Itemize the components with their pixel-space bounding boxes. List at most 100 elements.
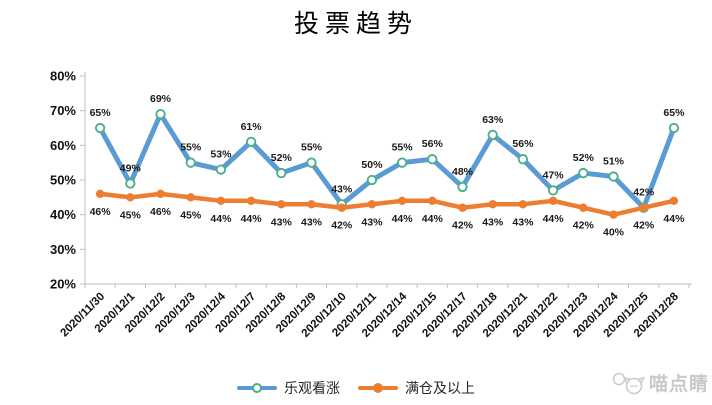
data-point-marker [95,189,105,199]
legend-item-optimistic-bullish[interactable]: 乐观看涨 [237,378,340,398]
y-tick-label: 80% [50,69,76,84]
data-label: 51% [603,156,625,168]
y-tick-label: 70% [50,103,76,118]
data-point-marker [609,210,618,219]
data-label: 45% [120,209,142,221]
data-point-marker [155,108,166,120]
data-label: 42% [331,220,353,232]
data-point-marker [396,157,408,168]
data-label: 46% [90,206,112,218]
chart-title: 投票趋势 [293,9,418,38]
data-label: 52% [573,152,595,164]
data-label: 49% [120,162,142,174]
filled-circle-marker-icon [373,383,383,393]
data-label: 47% [543,169,565,181]
series-line-1 [97,191,677,217]
legend-label: 满仓及以上 [405,380,475,396]
data-label: 44% [663,213,685,225]
data-point-marker [245,136,257,148]
data-point-marker [125,178,136,189]
y-tick-label: 30% [50,242,76,257]
data-point-marker [186,193,195,202]
data-label: 69% [150,93,172,105]
data-label: 61% [241,121,263,133]
data-label: 44% [210,213,232,225]
data-label: 50% [361,159,383,171]
data-point-marker [306,157,317,168]
y-tick-label: 20% [50,277,76,292]
data-point-marker [337,203,346,212]
data-label: 44% [392,213,414,225]
chart-legend: 乐观看涨 满仓及以上 [0,378,712,398]
data-label: 65% [90,107,112,119]
data-label: 55% [392,142,414,154]
data-label: 43% [482,216,504,228]
data-point-marker [518,200,528,209]
data-label: 43% [361,216,383,228]
data-point-marker [548,196,558,205]
data-point-marker [216,196,226,205]
data-label: 44% [241,213,263,225]
data-point-marker [156,189,165,199]
data-point-marker [427,154,438,165]
data-point-marker [215,164,227,175]
cat-logo-icon [612,372,645,395]
data-point-marker [366,174,378,186]
series-line-0 [97,111,677,211]
data-label: 42% [633,220,655,232]
legend-item-full-position[interactable]: 满仓及以上 [358,378,475,398]
data-point-marker [639,203,648,212]
data-point-marker [246,196,256,205]
data-label: 52% [271,152,293,164]
data-point-marker [669,196,679,205]
data-point-marker [457,181,468,193]
data-point-marker [487,129,498,141]
data-label: 56% [512,138,534,150]
y-tick-label: 40% [50,207,76,222]
data-label: 42% [633,187,655,199]
data-point-marker [94,122,106,134]
watermark: 喵点睛 [610,367,709,397]
data-label: 45% [180,209,202,221]
data-point-marker [185,157,196,168]
data-label: 53% [210,149,232,161]
data-label: 65% [663,107,685,119]
data-label: 42% [573,220,595,232]
data-point-marker [458,203,467,212]
watermark-text: 喵点睛 [648,373,709,395]
data-point-marker [488,200,497,209]
data-point-marker [579,203,588,212]
data-label: 55% [301,142,323,154]
data-point-marker [307,200,316,209]
data-point-marker [428,196,437,205]
data-label: 48% [452,166,474,178]
data-point-marker [608,171,619,182]
data-point-marker [397,196,407,205]
data-point-marker [367,200,377,209]
data-label: 55% [180,142,202,154]
open-circle-marker-icon [252,383,262,393]
data-point-marker [517,154,529,165]
legend-line-marker-blue [237,383,277,393]
data-point-marker [126,193,135,202]
data-point-marker [578,167,589,179]
legend-label: 乐观看涨 [284,380,340,396]
data-point-marker [277,200,286,209]
data-point-marker [547,185,559,196]
legend-line-marker-orange [358,383,398,393]
data-point-marker [276,167,287,179]
y-tick-label: 50% [50,173,76,188]
y-tick-label: 60% [50,138,76,153]
data-label: 56% [422,138,444,150]
data-label: 42% [452,220,474,232]
data-label: 43% [512,216,534,228]
data-label: 43% [301,216,323,228]
data-label: 43% [331,183,353,195]
data-label: 44% [422,213,444,225]
data-label: 43% [271,216,293,228]
data-label: 44% [543,213,565,225]
data-point-marker [668,122,680,134]
data-label: 46% [150,206,172,218]
